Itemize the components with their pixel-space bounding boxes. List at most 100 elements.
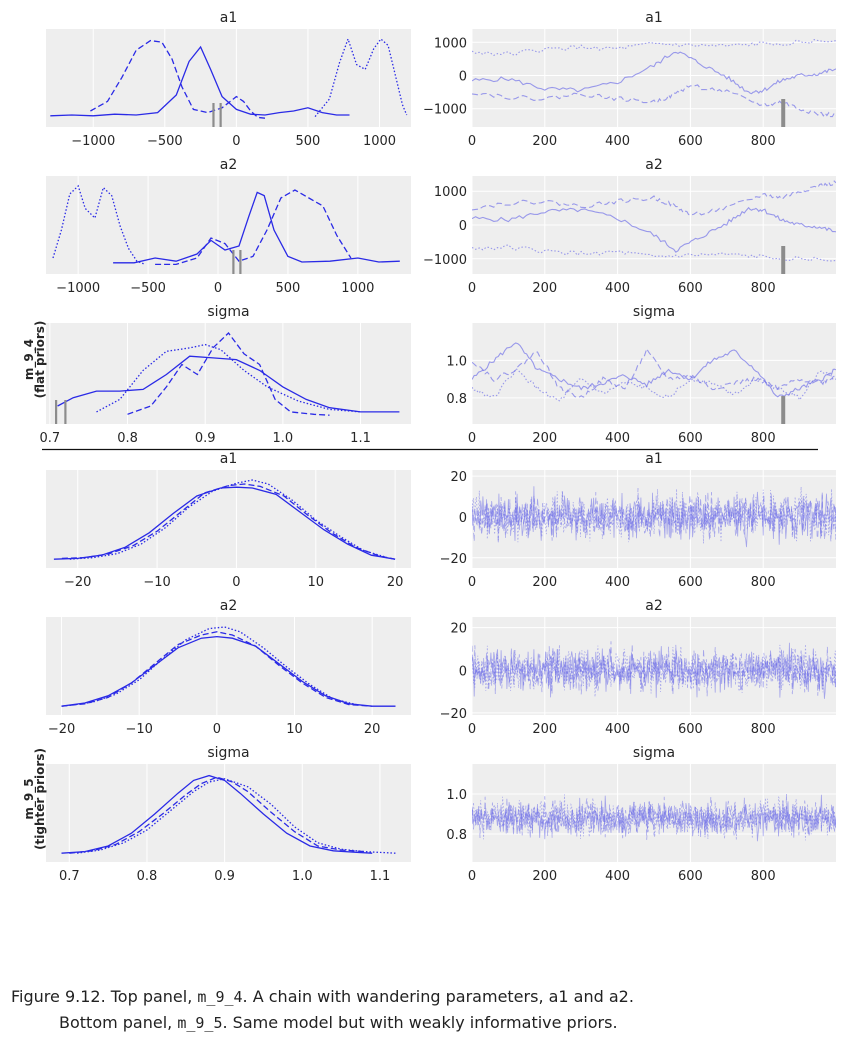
caption-prefix: Figure 9.12. Top panel, <box>11 987 198 1006</box>
m_9_5-a2-trace-xtick-label: 600 <box>678 722 703 737</box>
m_9_4-sigma-trace-xtick-label: 400 <box>605 431 630 446</box>
m_9_5-sigma-density-title: sigma <box>207 745 249 761</box>
m_9_4-sigma-density-background <box>46 323 411 424</box>
m_9_4-a1-trace-ytick-label: 0 <box>459 70 467 85</box>
m_9_5-sigma-trace-title: sigma <box>633 745 675 761</box>
m_9_4-a1-trace-xtick-label: 0 <box>468 134 476 149</box>
m_9_5-a1-trace-chain-2-line <box>472 487 836 544</box>
m_9_4-a1-trace-xtick-label: 400 <box>605 134 630 149</box>
m_9_5-a2-trace-ytick-label: −20 <box>440 707 467 722</box>
m_9_5-sigma-trace-xtick-label: 400 <box>605 869 630 884</box>
m_9_4-sigma-trace-xtick-label: 200 <box>532 431 557 446</box>
m_9_4-a2-density-title: a2 <box>220 157 238 173</box>
m_9_4-a1-density-chain-1-line <box>50 45 350 117</box>
m_9_5-a2-trace-chain-2-line <box>472 641 836 697</box>
m_9_4-sigma-trace-background <box>472 323 836 424</box>
m_9_4-a2-trace-ytick-label: 1000 <box>434 185 467 200</box>
m_9_5-a1-trace-xtick-label: 200 <box>532 575 557 590</box>
m_9_4-sigma-trace-ytick-label: 1.0 <box>446 354 467 369</box>
m_9_5-sigma-row: 0.7 0.8 0.9 1.0 1.1 sigma 0 200 400 600 800 0.8 1.0 s… <box>46 745 836 884</box>
m_9_5-a2-density-xtick-label: −20 <box>48 722 75 737</box>
m_9_4-a1-density-xtick-label: 500 <box>296 134 321 149</box>
m_9_5-a1-trace-title: a1 <box>645 451 663 467</box>
m_9_4-a2-trace-xtick-label: 400 <box>605 281 630 296</box>
m_9_4-sigma-trace-lines <box>472 342 836 402</box>
m_9_4-sigma-trace-xtick-label: 0 <box>468 431 476 446</box>
m_9_5-sigma-trace-ytick-label: 0.8 <box>446 828 467 843</box>
m_9_5-sigma-density-xtick-label: 0.8 <box>137 869 158 884</box>
m_9_4-model-name: m_9_4 <box>22 339 37 380</box>
m_9_4-sigma-trace-chain-3-line <box>472 368 836 402</box>
m_9_5-model-sublabel: (tighter priors) <box>33 748 47 850</box>
m_9_5-sigma-density-chain-1-line <box>61 774 373 854</box>
m_9_5-a2-trace-xtick-label: 400 <box>605 722 630 737</box>
m_9_5-a2-trace-ytick-label: 0 <box>459 664 467 679</box>
m_9_5-a1-trace-xtick-label: 800 <box>751 575 776 590</box>
m_9_4-a1-trace-chain-2-line <box>472 84 836 118</box>
m_9_4-sigma-density-xtick-label: 0.8 <box>117 431 138 446</box>
m_9_4-a2-density-xtick-label: 0 <box>214 281 222 296</box>
m_9_4-a2-density-chain-2-line <box>155 189 352 266</box>
m_9_4-a2-trace-chain-3-line <box>472 244 836 262</box>
m_9_4-sigma-density-chain-2-line <box>127 332 330 416</box>
m_9_4-a1-row: −1000 −500 0 500 1000 a1 0 200 400 600 800 −1000 0 10… <box>46 10 836 149</box>
m_9_4-a2-density-xtick-label: −1000 <box>56 281 100 296</box>
m_9_4-a1-density-xtick-label: −1000 <box>71 134 115 149</box>
m_9_5-a1-density-xtick-label: 20 <box>387 575 404 590</box>
m_9_5-a2-density-chain-1-line <box>61 635 396 707</box>
m_9_4-a1-trace-background <box>472 29 836 127</box>
m_9_5-a1-density-chain-2-line <box>61 483 396 560</box>
m_9_5-a1-trace-ytick-label: −20 <box>440 552 467 567</box>
m_9_5-sigma-trace-plot: 0 200 400 600 800 0.8 1.0 sigma <box>446 745 836 884</box>
m_9_5-sigma-trace-ytick-label: 1.0 <box>446 788 467 803</box>
m_9_4-a1-density-xtick-label: 0 <box>232 134 240 149</box>
m_9_4-a1-density-xtick-label: 1000 <box>363 134 396 149</box>
m_9_4-a2-trace-xtick-label: 800 <box>751 281 776 296</box>
m_9_5-a1-density-xtick-label: −10 <box>143 575 170 590</box>
m_9_4-a1-trace-ytick-label: −1000 <box>423 103 467 118</box>
m_9_4-sigma-density-xtick-label: 0.7 <box>40 431 61 446</box>
caption-line2-suffix: . Same model but with weakly informative… <box>222 1013 618 1032</box>
m_9_5-a2-density-chain-2-line <box>61 631 373 707</box>
m_9_5-a2-density-xtick-label: 0 <box>213 722 221 737</box>
m_9_5-a1-density-background <box>46 470 411 568</box>
m_9_5-a2-trace-xtick-label: 200 <box>532 722 557 737</box>
m_9_5-sigma-density-xtick-label: 1.0 <box>292 869 313 884</box>
m_9_5-sigma-density-xtick-label: 0.7 <box>59 869 80 884</box>
m_9_4-a2-density-xtick-label: 1000 <box>341 281 374 296</box>
m_9_4-a2-trace-chain-1-line <box>472 206 836 253</box>
m_9_4-sigma-trace-xtick-label: 600 <box>678 431 703 446</box>
m_9_5-a1-density-title: a1 <box>220 451 238 467</box>
m_9_4-sigma-density-xtick-label: 0.9 <box>195 431 216 446</box>
m_9_5-a2-trace-chain-3-line <box>472 644 836 697</box>
m_9_5-a1-trace-chain-1-line <box>472 486 836 548</box>
m_9_4-a2-trace-xtick-label: 600 <box>678 281 703 296</box>
m_9_4-a1-density-plot: −1000 −500 0 500 1000 a1 <box>46 10 411 149</box>
m_9_4-a2-trace-xtick-label: 0 <box>468 281 476 296</box>
m_9_4-sigma-trace-chain-1-line <box>472 342 836 398</box>
caption-line-2: Bottom panel, m_9_5. Same model but with… <box>11 1010 841 1036</box>
caption-model-a: m_9_4 <box>197 988 243 1006</box>
m_9_4-a2-trace-lines <box>472 180 836 262</box>
caption-middle: . A chain with wandering parameters, a1 … <box>242 987 634 1006</box>
m_9_4-a1-trace-ytick-label: 1000 <box>434 36 467 51</box>
m_9_5-a2-density-title: a2 <box>220 598 238 614</box>
m_9_5-a1-trace-xtick-label: 0 <box>468 575 476 590</box>
m_9_4-a1-trace-xtick-label: 800 <box>751 134 776 149</box>
m_9_4-a2-density-chain-3-line <box>52 184 146 266</box>
m_9_4-a2-trace-title: a2 <box>645 157 663 173</box>
m_9_5-a2-density-xtick-label: −10 <box>125 722 152 737</box>
m_9_4-a1-trace-xtick-label: 200 <box>532 134 557 149</box>
m_9_4-model-label: m_9_4(flat priors) <box>22 321 47 399</box>
m_9_5-sigma-density-xtick-label: 0.9 <box>214 869 235 884</box>
m_9_4-a1-trace-xtick-label: 600 <box>678 134 703 149</box>
m_9_4-a1-trace-lines <box>472 38 836 118</box>
m_9_5-a1-density-chain-3-line <box>69 479 388 560</box>
